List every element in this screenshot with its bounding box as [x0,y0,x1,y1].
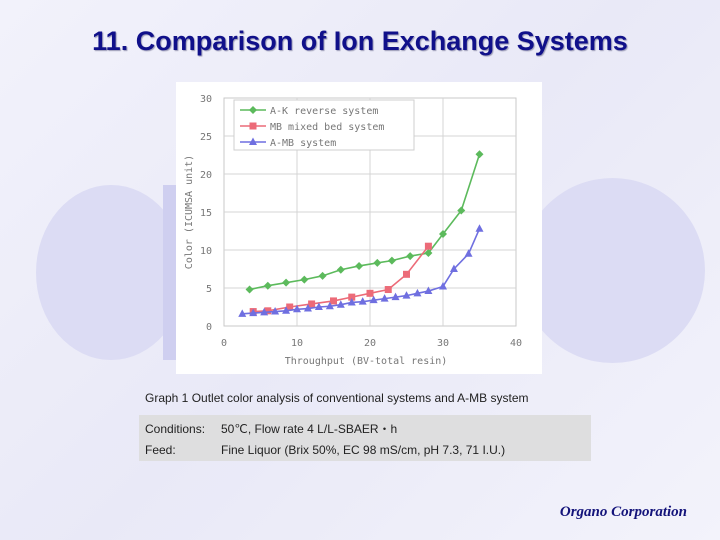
data-point [245,285,254,294]
y-tick-label: 25 [200,132,212,143]
data-point [449,264,458,272]
x-tick-label: 30 [437,338,449,349]
conditions-box: Conditions: 50℃, Flow rate 4 L/L-SBAER・h … [139,415,591,461]
y-tick-label: 15 [200,208,212,219]
data-point [325,301,334,310]
company-footer: Organo Corporation [559,504,687,520]
legend-marker [249,137,257,145]
data-point [293,304,301,313]
data-point [464,249,473,257]
data-point [238,309,247,317]
data-point [358,297,367,305]
x-tick-label: 40 [510,338,522,349]
data-point [457,206,466,215]
decor-circle-left [36,185,186,360]
data-point [439,281,447,290]
data-point [260,307,269,316]
chart-caption: Graph 1 Outlet color analysis of convent… [145,391,529,405]
data-point [366,289,374,297]
data-point [369,295,378,304]
y-tick-label: 0 [206,322,212,333]
series-2 [238,224,484,317]
data-point [387,256,396,265]
legend-label: MB mixed bed system [270,122,384,133]
data-point [403,270,410,278]
y-tick-label: 20 [200,170,212,181]
data-point [286,303,294,311]
data-point [402,291,411,299]
y-tick-label: 10 [200,246,212,257]
data-point [336,300,345,308]
series-line [253,245,430,313]
x-axis-label: Throughput (BV-total resin) [285,356,448,367]
x-tick-label: 10 [291,338,303,349]
decor-circle-right [520,178,705,363]
data-point [424,242,432,250]
data-point [282,306,291,314]
data-point [308,300,316,308]
legend-marker [249,106,257,114]
data-point [373,258,382,267]
data-point [384,286,392,294]
feed-row: Feed: Fine Liquor (Brix 50%, EC 98 mS/cm,… [145,443,505,457]
data-point [475,224,484,232]
data-point [263,281,272,290]
data-point [475,150,484,159]
data-point [249,308,258,317]
conditions-label: Conditions: [145,422,206,436]
legend-marker [249,122,257,130]
data-point [347,297,356,306]
data-point [391,292,400,301]
legend-label: A-MB system [270,138,336,149]
legend-label: A-K reverse system [270,106,378,117]
y-axis-label: Color (ICUMSA unit) [184,155,195,269]
data-point [318,271,327,280]
data-point [380,294,389,302]
data-point [355,261,364,270]
data-point [406,252,415,261]
data-point [424,286,433,295]
data-point [303,304,312,312]
data-point [348,293,356,301]
data-point [264,307,272,315]
data-point [300,275,309,284]
data-point [314,302,323,310]
data-point [282,278,291,287]
series-1 [249,242,432,316]
feed-value: Fine Liquor (Brix 50%, EC 98 mS/cm, pH 7… [221,443,506,457]
data-point [271,307,280,315]
series-0 [245,150,484,294]
conditions-value: 50℃, Flow rate 4 L/L-SBAER・h [221,422,398,436]
color-throughput-chart: 0 5 10 15 20 25 30 0 10 20 30 40 Throughput (BV-tota… [184,94,522,367]
series-line [242,228,481,315]
chart-panel: 0 5 10 15 20 25 30 0 10 20 30 40 Throughput (BV-tota… [176,82,542,374]
conditions-row: Conditions: 50℃, Flow rate 4 L/L-SBAER・h [145,420,397,437]
data-point [424,249,433,258]
data-point [439,230,447,239]
data-point [336,265,345,274]
data-point [413,288,422,297]
x-tick-label: 0 [221,338,227,349]
data-point [330,297,337,305]
y-tick-label: 30 [200,94,212,105]
slide-title: 11. Comparison of Ion Exchange Systems [92,26,628,56]
feed-label: Feed: [145,443,176,457]
legend: A-K reverse system MB mixed bed system A-M… [233,99,415,151]
x-tick-label: 20 [364,338,376,349]
y-tick-label: 5 [206,284,212,295]
